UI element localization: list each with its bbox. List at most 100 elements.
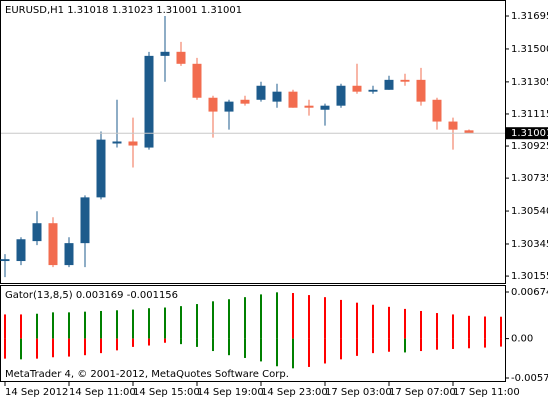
gator-bar	[452, 314, 454, 339]
gator-bar	[36, 313, 38, 339]
y-tick-label: 0.00	[511, 334, 533, 345]
candle-body	[160, 51, 170, 56]
candle-body	[128, 141, 138, 146]
x-tick-label: 14 Sep 11:00	[69, 387, 136, 398]
copyright: MetaTrader 4, © 2001-2012, MetaQuotes So…	[5, 369, 289, 380]
gator-bar	[196, 304, 198, 339]
gator-bar	[180, 306, 182, 339]
gator-bar	[68, 312, 70, 339]
y-tick-label: 1.30155	[511, 271, 548, 282]
candle-body	[256, 85, 266, 100]
candle-body	[48, 223, 58, 266]
gator-bar	[84, 311, 86, 339]
candle-body	[272, 91, 282, 102]
gator-bar	[388, 306, 390, 339]
gator-bar	[452, 338, 454, 349]
gator-bar	[164, 307, 166, 339]
candle-body	[288, 91, 298, 108]
gator-bar	[388, 338, 390, 352]
candle-body	[368, 89, 378, 92]
gator-bar	[340, 299, 342, 339]
gator-bar	[116, 338, 118, 351]
gator-bar	[84, 338, 86, 356]
y-tick-label: 1.31305	[511, 77, 548, 88]
candle-body	[80, 197, 90, 244]
candle-body	[32, 223, 42, 242]
y-tick-label: 0.006746	[511, 287, 548, 298]
gator-bar	[404, 338, 406, 353]
x-tick-label: 14 Sep 23:00	[261, 387, 328, 398]
gator-bar	[244, 297, 246, 339]
gator-bar	[308, 338, 310, 367]
gator-bar	[404, 308, 406, 339]
candle-body	[176, 51, 186, 64]
gator-bar	[196, 338, 198, 347]
y-tick-label: 1.31115	[511, 109, 548, 120]
candle-body	[0, 259, 10, 262]
gator-bar	[340, 338, 342, 360]
gator-bar	[132, 338, 134, 347]
gator-bar	[52, 312, 54, 339]
candle-body	[400, 79, 410, 82]
candle-body	[192, 63, 202, 98]
gator-bar	[164, 338, 166, 343]
candle-body	[240, 99, 250, 104]
gator-bar	[500, 316, 502, 339]
gator-bar	[4, 314, 6, 339]
x-tick-label: 14 Sep 19:00	[197, 387, 264, 398]
candle-body	[384, 79, 394, 90]
gator-bar	[484, 338, 486, 348]
y-tick-label: -0.00570	[511, 373, 548, 384]
gator-bar	[420, 310, 422, 339]
gator-bar	[500, 338, 502, 347]
gator-bar	[100, 310, 102, 339]
y-tick-label: 1.31500	[511, 44, 548, 55]
gator-bar	[4, 338, 6, 359]
gator-bar	[36, 338, 38, 359]
x-tick-label: 17 Sep 07:00	[389, 387, 456, 398]
gator-bar	[484, 316, 486, 339]
candle-body	[464, 130, 474, 134]
gator-bar	[324, 338, 326, 364]
candle-body	[64, 243, 74, 266]
gator-bar	[420, 338, 422, 352]
gator-bar	[292, 293, 294, 339]
candle-body	[144, 55, 154, 148]
gator-bar	[308, 295, 310, 339]
gator-bar	[260, 338, 262, 362]
candle-body	[320, 105, 330, 110]
candle-body	[16, 239, 26, 262]
y-tick-label: 1.30925	[511, 141, 548, 152]
gator-bar	[324, 297, 326, 339]
gator-bar	[468, 315, 470, 339]
last-price-box	[506, 127, 548, 140]
gator-bar	[372, 304, 374, 339]
x-tick-label: 14 Sep 15:00	[133, 387, 200, 398]
gator-bar	[100, 338, 102, 354]
gator-bar	[20, 314, 22, 339]
gator-bar	[68, 338, 70, 357]
candle-body	[112, 141, 122, 144]
y-tick-label: 1.30345	[511, 239, 548, 250]
last-price-label: 1.31001	[511, 128, 548, 139]
gator-bar	[356, 302, 358, 339]
y-tick-label: 1.30735	[511, 173, 548, 184]
gator-bar	[52, 338, 54, 358]
x-tick-label: 14 Sep 2012	[5, 387, 68, 398]
x-tick-label: 17 Sep 11:00	[453, 387, 520, 398]
y-tick-label: 1.30540	[511, 206, 548, 217]
x-tick-label: 17 Sep 03:00	[325, 387, 392, 398]
gator-bar	[228, 338, 230, 356]
gator-bar	[148, 308, 150, 339]
gator-bar	[212, 301, 214, 339]
candle-body	[352, 85, 362, 92]
gator-bar	[212, 338, 214, 352]
gator-bar	[180, 338, 182, 345]
candle-body	[96, 139, 106, 198]
chart-title: EURUSD,H1 1.31018 1.31023 1.31001 1.3100…	[5, 5, 242, 16]
gator-bar	[20, 338, 22, 360]
gator-bar	[276, 338, 278, 367]
gator-bar	[436, 313, 438, 339]
